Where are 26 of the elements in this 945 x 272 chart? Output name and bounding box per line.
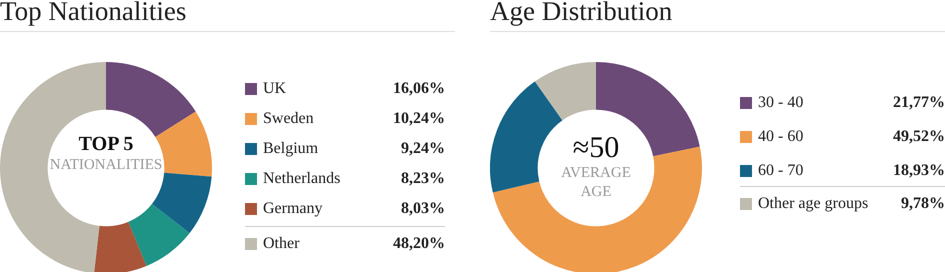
legend-label: Other xyxy=(263,235,300,253)
text: ≈50 xyxy=(572,131,620,164)
data-label: 10,24% xyxy=(393,110,445,128)
data-label: 18,93% xyxy=(893,162,945,180)
data-label: 49,52% xyxy=(893,128,945,146)
chart-title: Age Distribution xyxy=(490,0,672,27)
text: NATIONALITIES xyxy=(48,156,164,175)
legend-label: 60 - 70 xyxy=(758,162,804,180)
data-label: 48,20% xyxy=(393,235,445,253)
legend-label: Sweden xyxy=(263,110,315,128)
chart-title: Top Nationalities xyxy=(0,0,186,27)
legend-label: 40 - 60 xyxy=(758,128,804,146)
data-label: 9,24% xyxy=(401,140,445,158)
text: AVERAGE AGE xyxy=(560,164,632,202)
legend-label: UK xyxy=(263,80,288,98)
data-label: 8,23% xyxy=(401,170,445,188)
legend-label: Belgium xyxy=(263,140,320,158)
data-label: 8,03% xyxy=(401,200,445,218)
legend-label: Other age groups xyxy=(758,195,870,213)
text: TOP 5 xyxy=(78,132,134,156)
data-label: 16,06% xyxy=(393,80,445,98)
legend-label: Netherlands xyxy=(263,170,342,188)
legend-label: 30 - 40 xyxy=(758,94,804,112)
data-label: 21,77% xyxy=(893,94,945,112)
legend-label: Germany xyxy=(263,200,324,218)
data-label: 9,78% xyxy=(901,195,945,213)
